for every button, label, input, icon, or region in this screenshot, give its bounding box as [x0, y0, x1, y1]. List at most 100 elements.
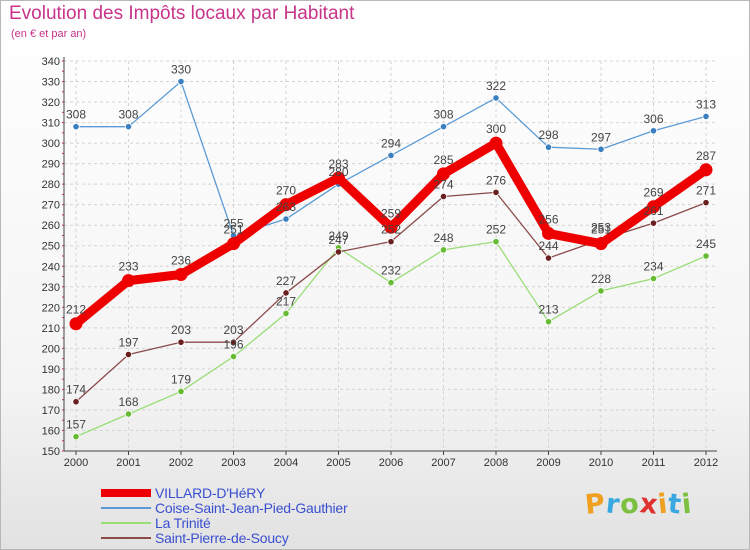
data-label: 313	[696, 97, 716, 111]
y-tick-label: 300	[42, 138, 60, 150]
y-tick-label: 310	[42, 118, 60, 130]
data-label: 236	[171, 253, 191, 267]
data-label: 245	[696, 237, 716, 251]
data-label: 203	[223, 323, 243, 337]
y-minor-tick	[62, 132, 64, 134]
y-minor-tick	[62, 347, 64, 349]
y-minor-tick	[62, 358, 64, 360]
data-point	[69, 317, 83, 331]
data-point	[702, 112, 710, 121]
data-label: 306	[643, 112, 663, 126]
data-point	[649, 127, 658, 135]
y-minor-tick	[62, 265, 64, 267]
y-minor-tick	[62, 91, 64, 93]
data-label: 227	[276, 274, 296, 288]
y-minor-tick	[62, 388, 64, 390]
y-minor-tick	[62, 193, 64, 195]
data-label: 248	[433, 231, 453, 245]
y-tick-label: 160	[42, 425, 60, 437]
y-tick-label: 330	[42, 77, 60, 89]
y-minor-tick	[62, 214, 64, 216]
data-label: 244	[538, 239, 558, 253]
x-tick-label: 2005	[326, 457, 350, 469]
data-label: 251	[223, 223, 243, 237]
data-point	[72, 123, 80, 131]
data-label: 256	[538, 212, 558, 226]
y-tick-label: 200	[42, 343, 60, 355]
data-point	[492, 188, 500, 196]
x-tick-label: 2009	[536, 457, 560, 469]
x-tick-label: 2001	[116, 457, 140, 469]
data-point	[489, 136, 503, 150]
y-minor-tick	[62, 429, 64, 431]
data-point	[177, 338, 185, 346]
data-label: 259	[381, 206, 401, 220]
y-minor-tick	[62, 276, 64, 278]
data-point	[124, 350, 133, 359]
y-minor-tick	[62, 142, 64, 144]
y-minor-tick	[62, 296, 64, 298]
x-tick-label: 2000	[64, 457, 88, 469]
y-minor-tick	[62, 245, 64, 247]
y-minor-tick	[62, 409, 64, 411]
legend-item: Saint-Pierre-de-Soucy	[101, 530, 347, 546]
data-label: 213	[538, 303, 558, 317]
y-minor-tick	[62, 70, 64, 72]
data-label: 252	[381, 223, 401, 237]
data-point	[229, 338, 238, 346]
data-label: 270	[276, 184, 296, 198]
y-tick-label: 240	[42, 261, 60, 273]
data-point	[72, 398, 80, 406]
y-tick-label: 230	[42, 282, 60, 294]
data-label: 283	[328, 157, 348, 171]
data-point	[649, 219, 658, 227]
data-label: 212	[66, 303, 86, 317]
y-minor-tick	[62, 122, 64, 124]
legend-item: Coise-Saint-Jean-Pied-Gauthier	[101, 499, 348, 516]
data-label: 308	[118, 108, 138, 122]
data-point	[177, 387, 185, 396]
data-label: 197	[118, 336, 138, 350]
data-label: 232	[381, 264, 401, 278]
data-point	[439, 192, 448, 201]
data-point	[544, 318, 553, 326]
data-label: 294	[381, 136, 401, 150]
data-label: 253	[591, 221, 611, 235]
data-label: 168	[118, 395, 138, 409]
series-layer	[69, 77, 713, 441]
data-point	[72, 433, 80, 441]
data-point	[492, 94, 500, 102]
data-label: 298	[538, 128, 558, 142]
data-label: 274	[433, 177, 453, 191]
legend-label: Coise-Saint-Jean-Pied-Gauthier	[155, 499, 348, 516]
chart-subtitle: (en € et par an)	[11, 28, 87, 40]
legend-item: La Trinité	[101, 515, 347, 531]
data-label: 285	[433, 153, 453, 167]
data-label: 287	[696, 149, 716, 163]
y-minor-tick	[62, 327, 64, 329]
x-tick-label: 2006	[379, 457, 403, 469]
y-tick-label: 260	[42, 220, 60, 232]
data-point	[332, 171, 345, 185]
data-point	[124, 410, 133, 418]
data-point	[439, 246, 448, 254]
y-minor-tick	[62, 60, 64, 62]
x-tick-label: 2011	[642, 457, 666, 469]
x-tick-label: 2002	[169, 457, 193, 469]
data-label: 261	[643, 204, 663, 218]
y-minor-tick	[62, 440, 64, 442]
data-label: 174	[66, 383, 86, 397]
y-minor-tick	[62, 224, 64, 226]
y-minor-tick	[62, 399, 64, 401]
data-label: 297	[591, 130, 611, 144]
data-labels: 308 308 330 255 263 280 294 308 322 298 297 306 313 1…	[66, 63, 716, 432]
x-tick-label: 2012	[694, 457, 718, 469]
x-tick-label: 2003	[221, 457, 245, 469]
data-point	[439, 123, 448, 131]
data-point	[282, 309, 290, 318]
legend: VILLARD-D'HéRY Coise-Saint-Jean-Pied-Gaut…	[101, 485, 348, 546]
data-point	[544, 143, 553, 151]
logo-letter: i	[680, 488, 695, 521]
data-point	[542, 226, 555, 240]
